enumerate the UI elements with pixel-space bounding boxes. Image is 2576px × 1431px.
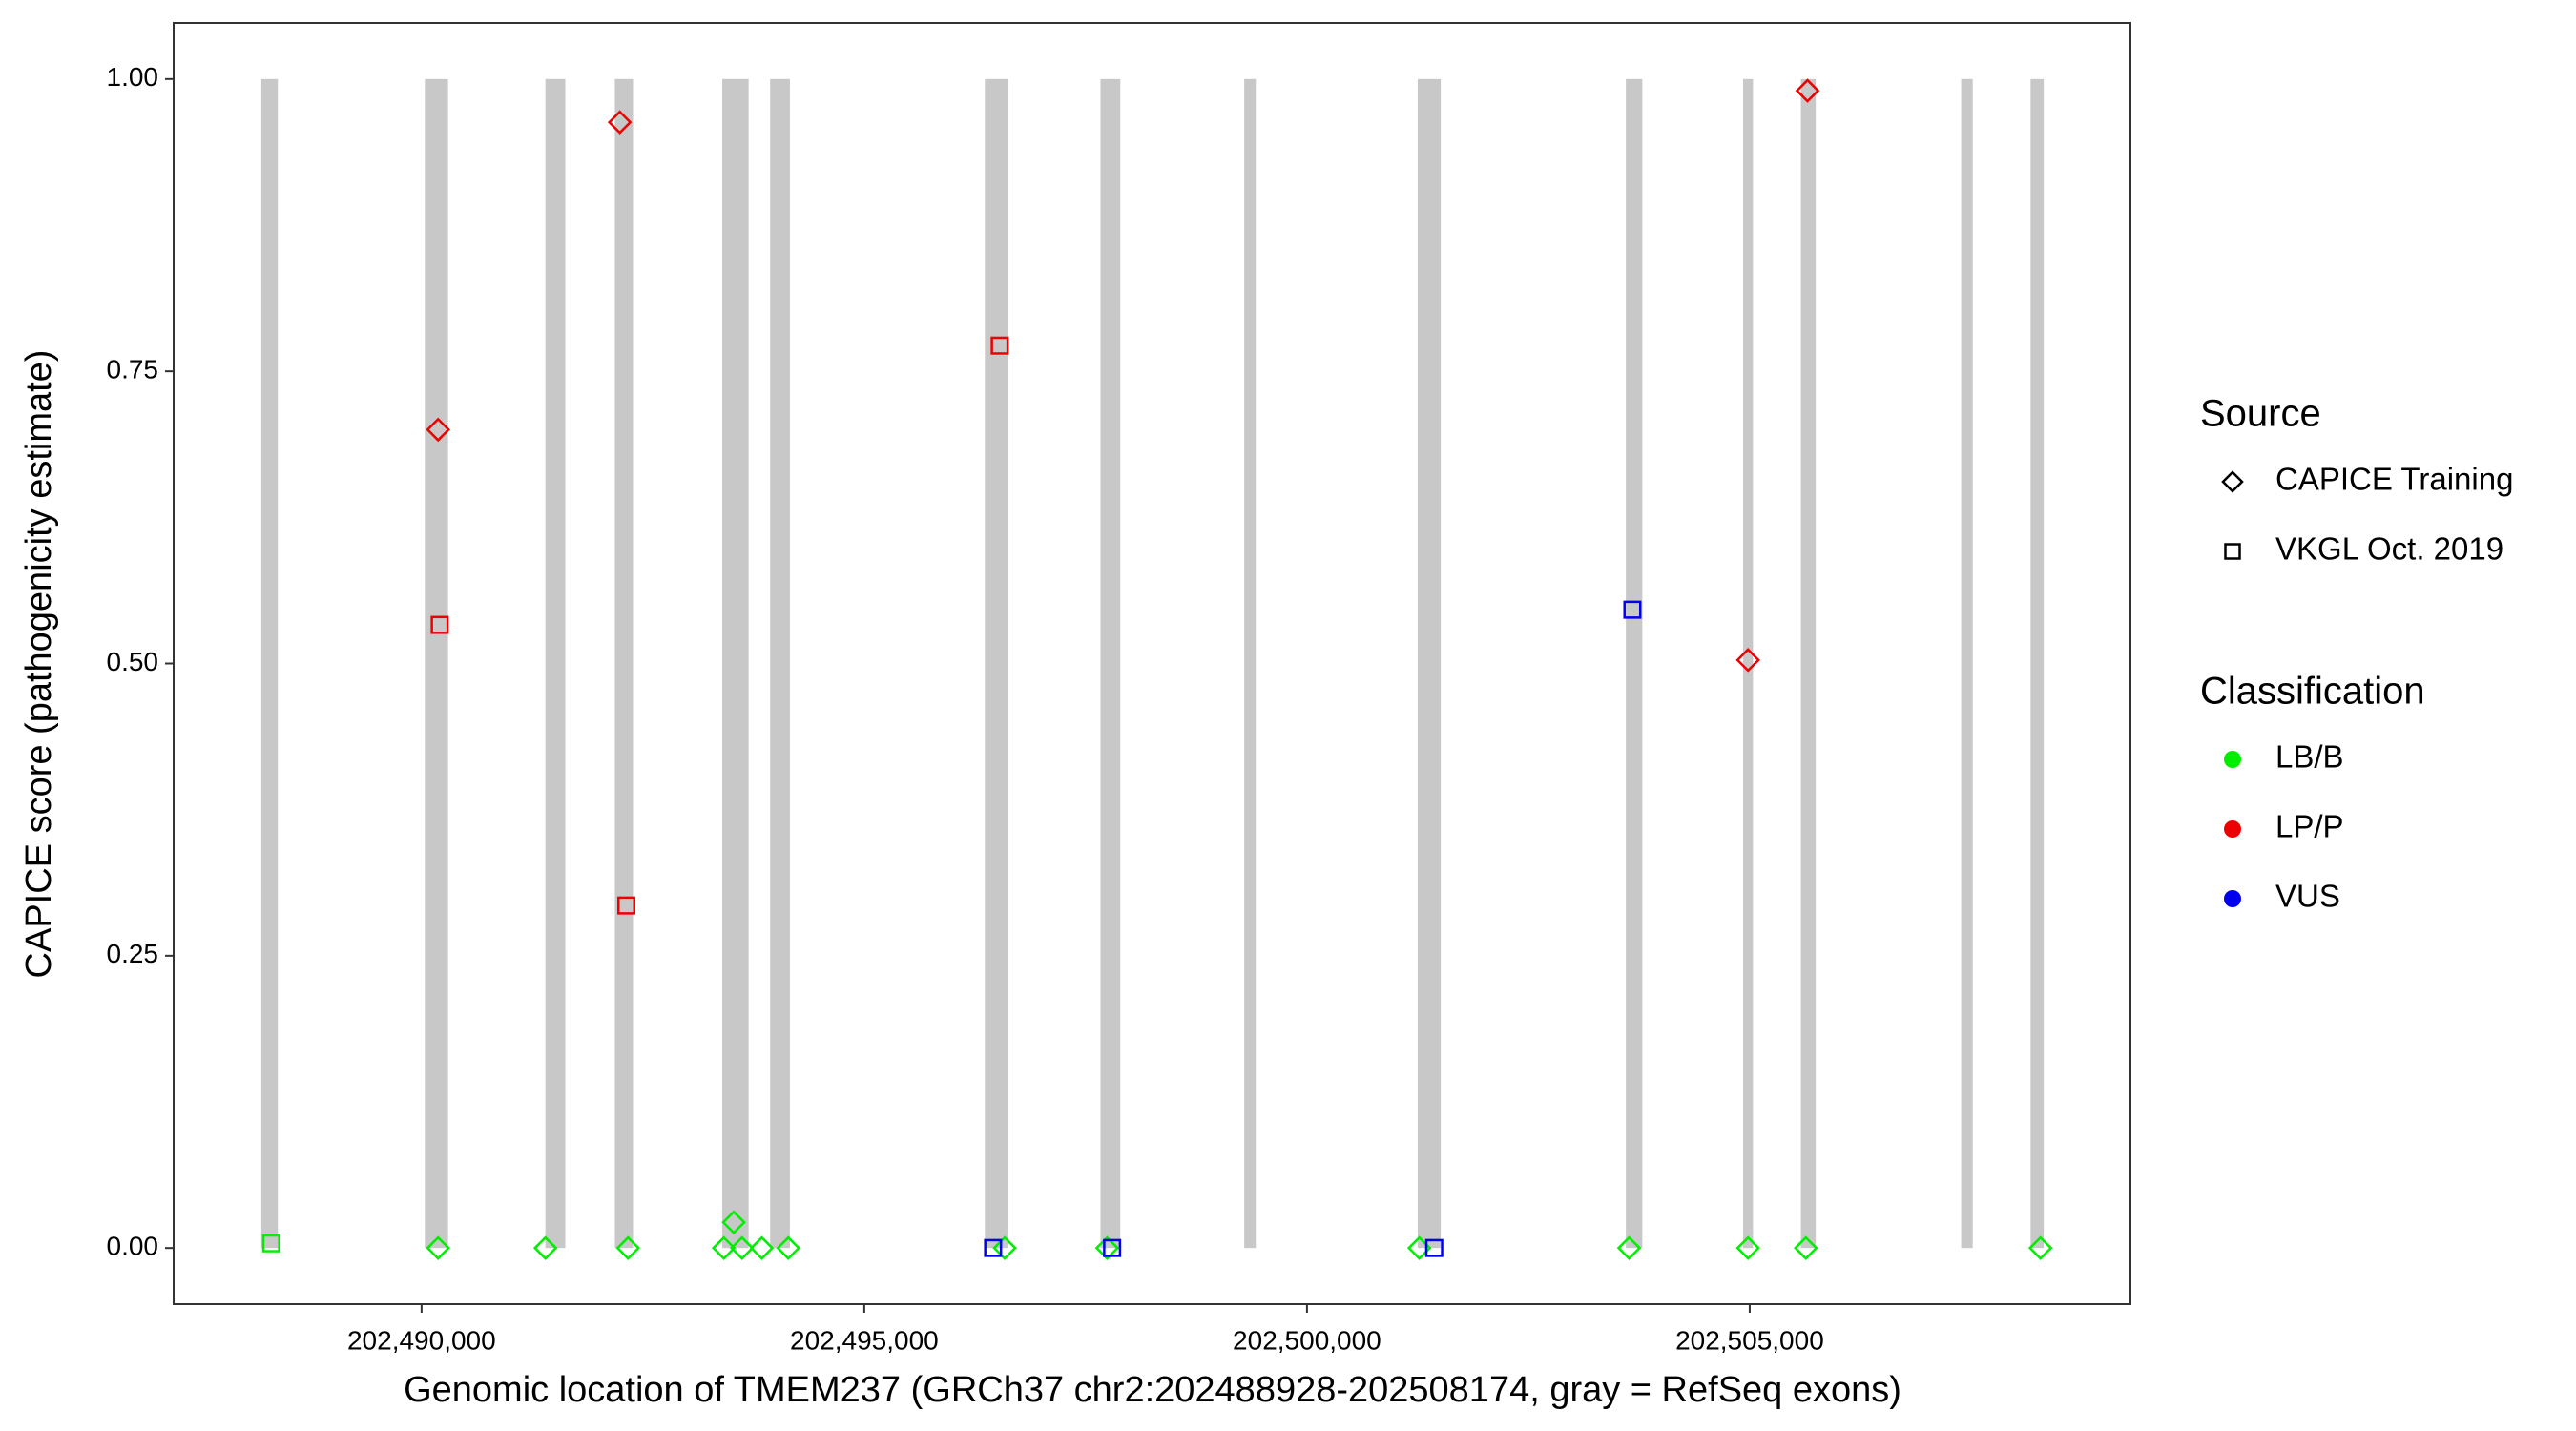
exon: [1742, 78, 1754, 1249]
point: [992, 1235, 1017, 1260]
y-tick-label: 0.50: [107, 647, 159, 676]
y-axis-title: CAPICE score (pathogenicity estimate): [19, 350, 59, 979]
exon: [1244, 78, 1257, 1249]
legend-symbol: [2224, 890, 2241, 907]
legend-symbol: [2224, 751, 2241, 768]
y-tick-label: 0.25: [107, 939, 159, 968]
point: [721, 1210, 746, 1234]
exon: [985, 78, 1008, 1249]
point: [426, 1235, 450, 1260]
exon: [1626, 78, 1643, 1249]
exon: [1800, 78, 1817, 1249]
exon: [1100, 78, 1121, 1249]
y-tick-label: 0.75: [107, 355, 159, 384]
point: [1103, 1238, 1122, 1257]
point: [729, 1235, 755, 1260]
exon: [1417, 78, 1442, 1249]
x-tick-label: 202,505,000: [1675, 1325, 1824, 1355]
point: [1735, 648, 1760, 673]
point: [984, 1238, 1003, 1257]
x-tick-label: 202,490,000: [347, 1325, 496, 1355]
point: [1094, 1235, 1120, 1260]
point: [1616, 1235, 1642, 1260]
legend-symbol: [2224, 820, 2241, 838]
legend-label: VKGL Oct. 2019: [2275, 531, 2503, 567]
point: [261, 1234, 280, 1253]
point: [532, 1235, 558, 1260]
exon: [2030, 78, 2045, 1249]
legend-title: Classification: [2200, 671, 2425, 713]
point: [1794, 1235, 1818, 1260]
point: [1623, 600, 1642, 619]
y-tick-label: 1.00: [107, 62, 159, 92]
legend-symbol: [2221, 470, 2244, 493]
point: [2027, 1235, 2053, 1260]
exon: [722, 78, 749, 1249]
exon: [425, 78, 448, 1249]
x-tick-label: 202,495,000: [790, 1325, 939, 1355]
plot-border: [173, 22, 2131, 1305]
exon: [545, 78, 566, 1249]
point: [615, 1235, 641, 1260]
exon: [1961, 78, 1973, 1249]
point: [990, 336, 1009, 355]
exon: [770, 78, 790, 1249]
point: [430, 615, 449, 634]
point: [711, 1235, 737, 1260]
exon: [614, 78, 634, 1249]
y-tick-label: 0.00: [107, 1232, 159, 1261]
legend-title: Source: [2200, 393, 2321, 435]
legend-label: LP/P: [2275, 809, 2344, 844]
legend-label: VUS: [2275, 879, 2340, 914]
exon: [260, 78, 279, 1249]
legend-symbol: [2224, 543, 2241, 560]
point: [426, 417, 450, 443]
legend-label: LB/B: [2275, 739, 2344, 775]
point: [607, 110, 633, 135]
point: [776, 1235, 801, 1260]
point: [1735, 1235, 1760, 1260]
point: [617, 896, 636, 915]
legend-label: CAPICE Training: [2275, 462, 2513, 497]
x-axis-title: Genomic location of TMEM237 (GRCh37 chr2…: [404, 1370, 1901, 1410]
x-tick-label: 202,500,000: [1233, 1325, 1381, 1355]
point: [749, 1235, 775, 1260]
point: [1424, 1238, 1444, 1257]
point: [1795, 78, 1820, 103]
